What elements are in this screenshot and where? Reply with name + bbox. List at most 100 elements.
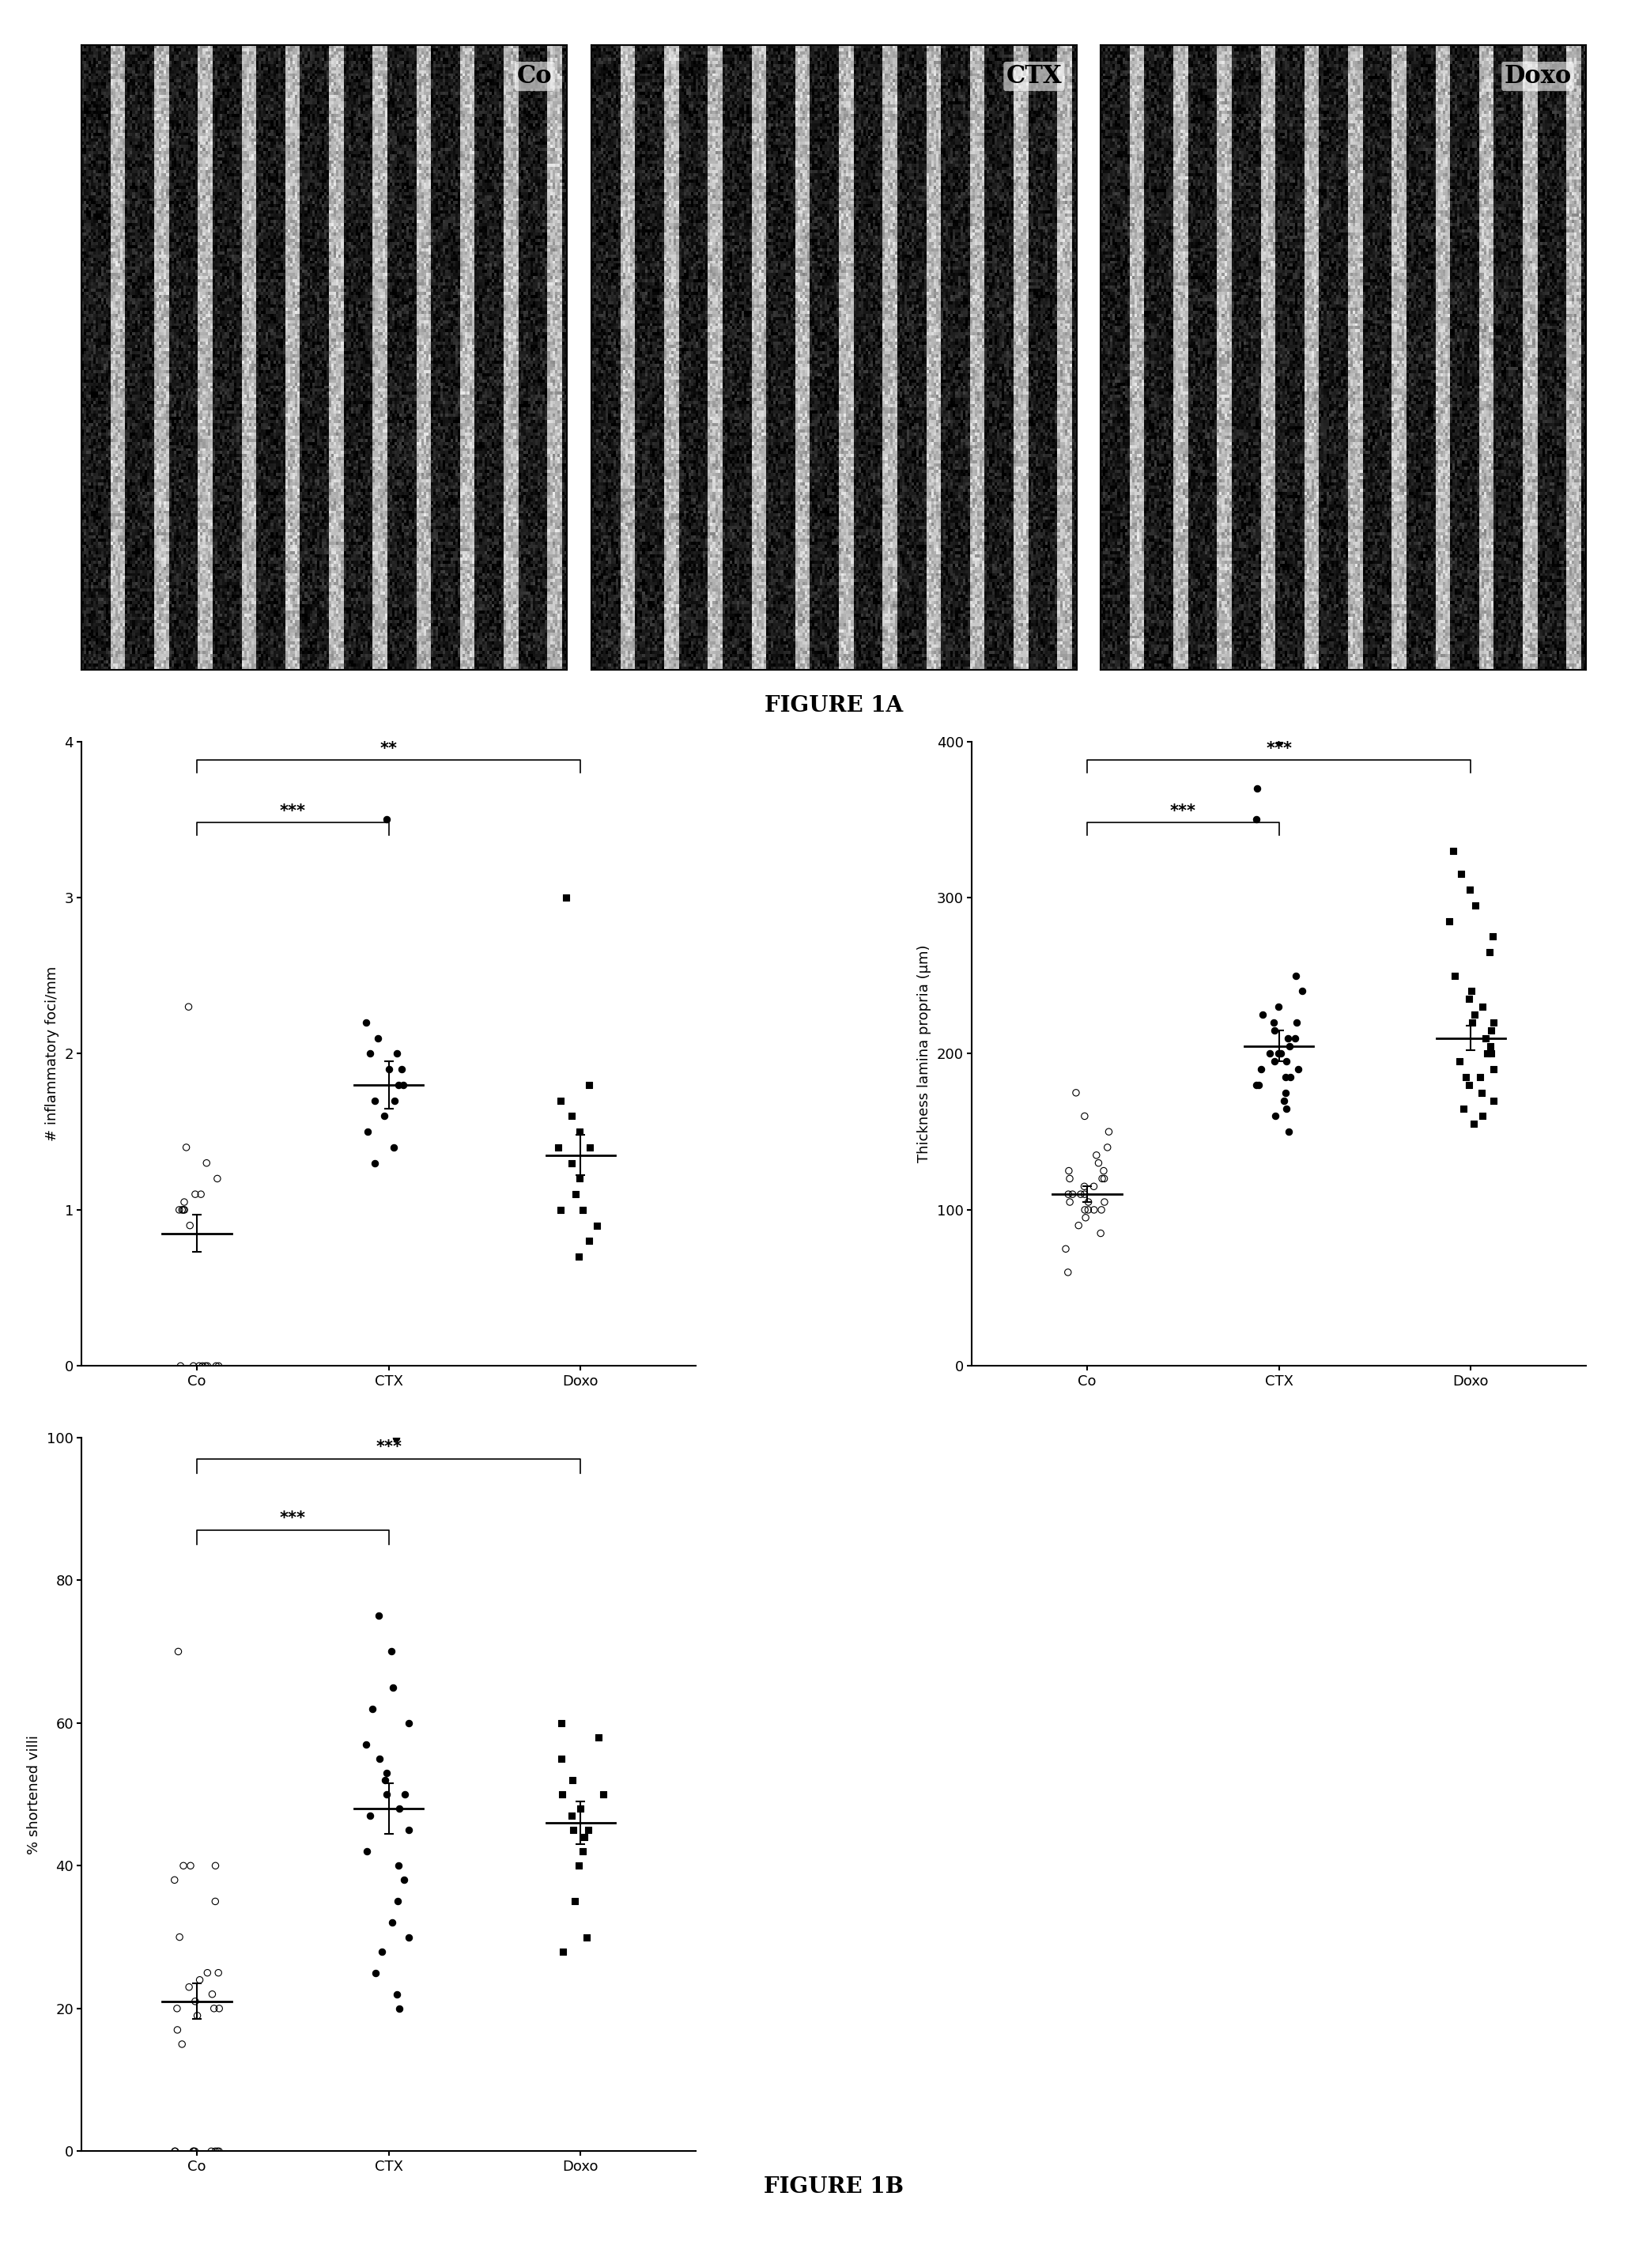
- Point: [172, 1184, 198, 1220]
- Point: [1244, 771, 1270, 807]
- Point: [1056, 1161, 1082, 1198]
- Point: [1265, 1036, 1292, 1073]
- Point: [1285, 1050, 1311, 1086]
- Point: [206, 1991, 232, 2028]
- Point: [1055, 1177, 1081, 1213]
- Point: [1265, 989, 1292, 1025]
- Text: ***: ***: [280, 1510, 306, 1526]
- Point: [1458, 1005, 1485, 1041]
- Point: [1468, 1075, 1494, 1111]
- Point: [170, 1848, 196, 1885]
- Point: [162, 2134, 188, 2170]
- Point: [201, 1991, 227, 2028]
- Point: [188, 1177, 214, 1213]
- Point: [386, 1848, 412, 1885]
- Point: [203, 2134, 229, 2170]
- Point: [1478, 1027, 1504, 1064]
- Point: [548, 1706, 574, 1742]
- Point: [559, 1145, 585, 1182]
- Point: [355, 1114, 381, 1150]
- Point: [1244, 708, 1270, 744]
- Point: [1267, 723, 1293, 760]
- Point: [190, 1347, 216, 1383]
- Point: [1243, 1066, 1269, 1102]
- Point: [206, 1347, 232, 1383]
- Point: [206, 2134, 232, 2170]
- Point: [1436, 903, 1462, 939]
- Point: [195, 1347, 221, 1383]
- Point: [574, 1919, 600, 1955]
- Point: [167, 1347, 193, 1383]
- Point: [1086, 1145, 1112, 1182]
- Point: [569, 1191, 595, 1227]
- Point: [1481, 1005, 1507, 1041]
- Point: [1071, 1177, 1097, 1213]
- Point: [396, 1919, 422, 1955]
- Point: [1272, 1059, 1298, 1095]
- Point: [1091, 1161, 1117, 1198]
- Point: [177, 1969, 203, 2005]
- Point: [1071, 1098, 1097, 1134]
- Point: [193, 1145, 219, 1182]
- Y-axis label: Thickness lamina propria (µm): Thickness lamina propria (µm): [917, 946, 932, 1163]
- Point: [167, 1919, 193, 1955]
- Point: [172, 1191, 198, 1227]
- Point: [384, 1036, 410, 1073]
- Point: [558, 1799, 584, 1835]
- Point: [203, 1347, 229, 1383]
- Point: [371, 1098, 397, 1134]
- Point: [1249, 996, 1275, 1032]
- Point: [1442, 957, 1468, 993]
- Point: [1053, 1232, 1079, 1268]
- Point: [585, 1719, 611, 1755]
- Point: [373, 801, 399, 837]
- Point: [379, 1905, 405, 1941]
- Point: [1084, 1136, 1110, 1173]
- Y-axis label: % shortened villi: % shortened villi: [28, 1735, 41, 1853]
- Point: [370, 1932, 396, 1969]
- Point: [566, 1114, 592, 1150]
- Point: [1445, 1043, 1472, 1080]
- Point: [576, 1812, 602, 1848]
- Point: [386, 1991, 412, 2028]
- Point: [391, 1862, 417, 1898]
- Point: [366, 1740, 392, 1776]
- Point: [178, 1848, 204, 1885]
- Point: [566, 1161, 592, 1198]
- Point: [361, 1082, 387, 1118]
- Point: [392, 1776, 419, 1812]
- Point: [1288, 973, 1315, 1009]
- Point: [1460, 1107, 1486, 1143]
- Point: [356, 1799, 383, 1835]
- Text: **: **: [379, 742, 397, 758]
- Point: [566, 1238, 592, 1275]
- Point: [1089, 1161, 1115, 1198]
- Text: ***: ***: [376, 1440, 402, 1456]
- Point: [383, 1082, 409, 1118]
- Point: [559, 1762, 585, 1799]
- Point: [1462, 996, 1488, 1032]
- Point: [1470, 989, 1496, 1025]
- Point: [376, 1050, 402, 1086]
- Point: [1262, 1012, 1288, 1048]
- Point: [374, 1755, 401, 1792]
- Point: [396, 1706, 422, 1742]
- Point: [1455, 1066, 1481, 1102]
- Point: [168, 2025, 195, 2062]
- Point: [1249, 1050, 1275, 1086]
- Point: [381, 1129, 407, 1166]
- Point: [1275, 1021, 1301, 1057]
- Point: [1473, 1021, 1499, 1057]
- Point: [1275, 1114, 1301, 1150]
- Point: [584, 1207, 610, 1243]
- Point: [1261, 1005, 1287, 1041]
- Text: ***: ***: [280, 803, 306, 819]
- Point: [1467, 1059, 1493, 1095]
- Text: CTX: CTX: [1006, 64, 1061, 88]
- Point: [198, 2134, 224, 2170]
- Point: [1076, 1184, 1102, 1220]
- Point: [551, 1932, 577, 1969]
- Point: [1095, 1114, 1122, 1150]
- Point: [203, 1882, 229, 1919]
- Point: [1283, 1005, 1310, 1041]
